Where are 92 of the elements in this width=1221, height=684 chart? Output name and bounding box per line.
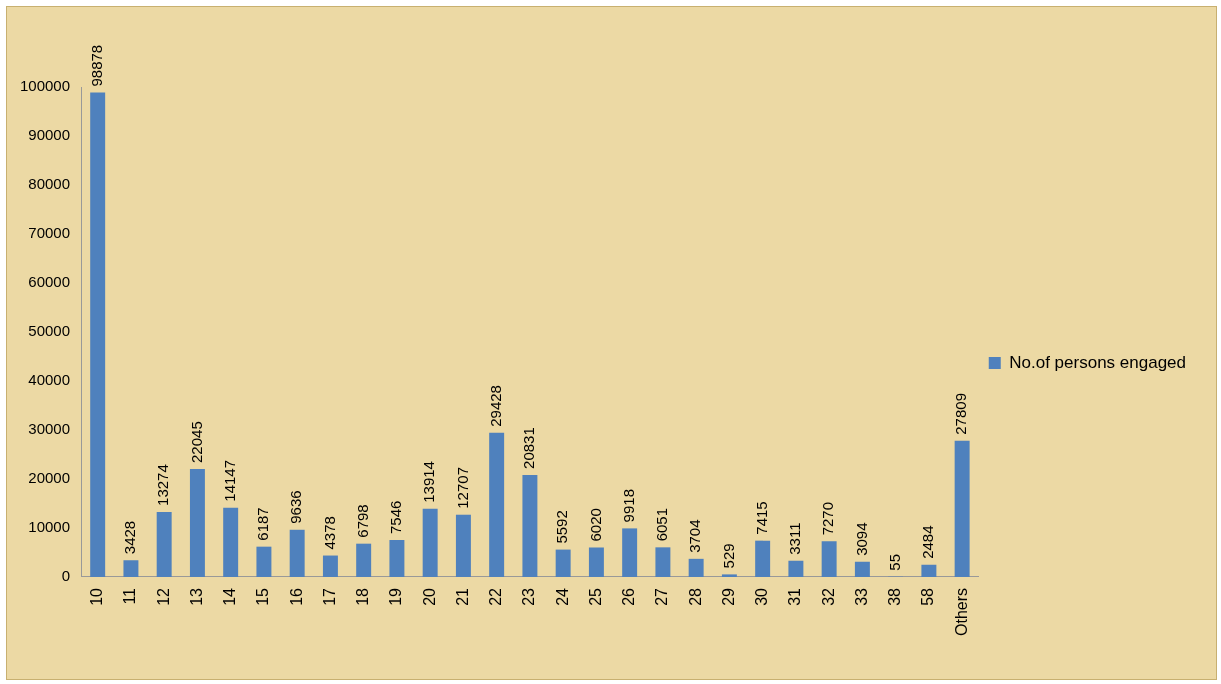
y-tick-label: 20000 (28, 469, 71, 487)
bar (356, 543, 372, 577)
legend-label: No.of persons engaged (1009, 352, 1187, 372)
x-tick-label: 27 (653, 587, 671, 606)
bar (688, 558, 704, 577)
x-tick-label: 18 (354, 587, 372, 606)
bar (622, 528, 638, 577)
x-tick-label: 33 (852, 587, 870, 606)
x-tick-label: 22 (487, 587, 505, 606)
bar (223, 507, 239, 577)
data-label: 7546 (387, 500, 405, 535)
x-tick-label: 11 (121, 587, 139, 605)
y-tick-label: 30000 (28, 420, 71, 438)
x-tick-label: 21 (453, 587, 471, 606)
bar (588, 547, 604, 577)
data-label: 55 (885, 554, 903, 571)
y-tick-label: 100000 (19, 77, 71, 95)
y-tick-label: 90000 (28, 126, 71, 144)
bar (821, 541, 837, 577)
x-tick-label: 28 (686, 587, 704, 606)
bar (422, 508, 438, 577)
data-label: 98878 (87, 44, 105, 87)
bar (522, 474, 538, 577)
data-label: 12707 (453, 467, 471, 509)
bar (755, 540, 771, 577)
data-label: 529 (719, 543, 737, 569)
data-label: 14147 (220, 459, 238, 502)
x-tick-label: 13 (187, 587, 205, 606)
x-tick-label: 19 (387, 587, 405, 606)
bar (555, 549, 571, 577)
x-tick-label: 17 (320, 587, 338, 606)
bar (256, 546, 272, 577)
x-tick-label: 26 (620, 587, 638, 606)
bar (921, 564, 937, 577)
data-label: 13274 (154, 464, 172, 506)
bar (123, 560, 139, 577)
data-label: 29428 (486, 385, 504, 427)
x-tick-label: 15 (254, 587, 272, 606)
y-tick-label: 70000 (28, 224, 71, 242)
x-tick-label: 32 (819, 587, 837, 606)
y-tick-label: 80000 (28, 175, 71, 193)
y-tick-label: 50000 (28, 322, 71, 340)
bar (489, 432, 505, 577)
x-tick-label: 25 (586, 587, 604, 606)
data-label: 5592 (553, 510, 571, 544)
data-label: 7415 (752, 501, 770, 535)
x-tick-label: 29 (719, 587, 737, 606)
data-label: 4378 (320, 516, 338, 550)
x-tick-label: 16 (287, 587, 305, 606)
data-label: 3704 (686, 519, 704, 553)
data-label: 6187 (254, 507, 272, 541)
x-tick-label: 38 (886, 587, 904, 606)
x-tick-label: 58 (919, 587, 937, 606)
bar (655, 547, 671, 577)
data-label: 27809 (952, 393, 970, 435)
y-tick-label: 60000 (28, 273, 71, 291)
x-tick-label: 10 (88, 587, 106, 606)
x-tick-label: 24 (553, 587, 571, 606)
data-label: 6798 (353, 504, 371, 538)
x-tick-label: 31 (786, 587, 804, 606)
data-label: 6051 (653, 507, 671, 542)
data-label: 20831 (520, 427, 538, 469)
bar (854, 561, 870, 577)
bar (289, 529, 305, 577)
data-label: 9636 (287, 490, 305, 524)
x-tick-label: 30 (753, 587, 771, 606)
bar (322, 555, 338, 577)
data-label: 3311 (786, 522, 804, 555)
data-label: 9918 (619, 489, 637, 523)
bar (954, 440, 970, 577)
bar (721, 574, 737, 577)
bar (389, 540, 405, 577)
bar (455, 514, 471, 577)
x-tick-label: 12 (154, 587, 172, 606)
x-tick-label: Others (952, 587, 970, 636)
bar (156, 511, 172, 577)
bar (189, 468, 205, 577)
data-label: 13914 (420, 461, 438, 503)
y-tick-label: 10000 (28, 518, 71, 536)
data-label: 22045 (187, 421, 205, 463)
x-tick-label: 23 (520, 587, 538, 606)
data-label: 6020 (586, 508, 604, 542)
bar (90, 92, 106, 577)
data-label: 3428 (121, 520, 139, 555)
y-tick-label: 40000 (28, 371, 71, 389)
data-label: 2484 (919, 525, 937, 559)
data-label: 7270 (819, 501, 837, 536)
bar (788, 560, 804, 577)
x-tick-label: 14 (221, 587, 239, 606)
x-tick-label: 20 (420, 587, 438, 606)
data-label: 3094 (852, 522, 870, 556)
y-tick-label: 0 (61, 567, 71, 585)
